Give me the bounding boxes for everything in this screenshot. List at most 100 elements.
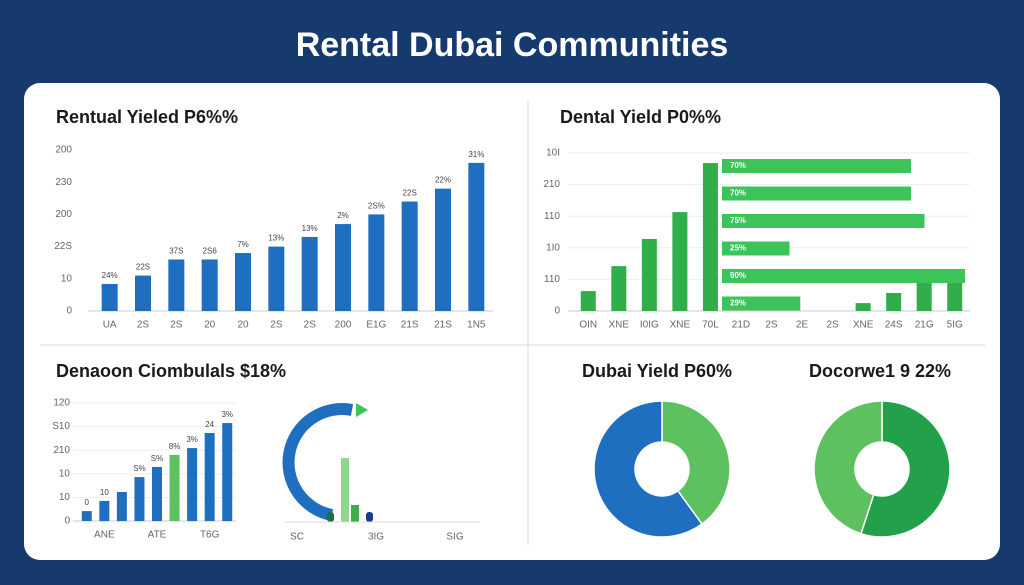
- bar: [168, 259, 185, 311]
- donut-slice: [860, 400, 951, 538]
- y-tick-label: 230: [55, 177, 72, 188]
- donut-slice: [813, 400, 883, 535]
- bar-annotation: 31%: [468, 150, 484, 159]
- donut-slice: [593, 400, 704, 538]
- gauge-arc: [282, 403, 354, 521]
- bar: [855, 303, 871, 311]
- bar: [301, 236, 318, 311]
- bar-annotation: 2S6: [203, 247, 218, 256]
- bar: [672, 212, 688, 311]
- x-tick-label: 21D: [732, 320, 750, 331]
- chart-title: Denaoon Ciombulals $18%: [56, 361, 286, 381]
- x-tick-label: E1G: [366, 320, 386, 331]
- bar: [116, 491, 127, 521]
- bar-annotation: 2S%: [368, 202, 385, 211]
- x-tick-label: 200: [335, 320, 352, 331]
- y-tick-label: 10: [61, 273, 73, 284]
- bar-annotation: 22%: [435, 176, 451, 185]
- x-tick-label: XNE: [609, 320, 630, 331]
- y-tick-label: 0: [66, 306, 72, 317]
- chart-title: Dental Yield P0%%: [560, 107, 721, 127]
- x-tick-label: UA: [103, 320, 117, 331]
- x-tick-label: XNE: [670, 320, 691, 331]
- bar: [702, 163, 718, 311]
- gauge-label: SC: [290, 532, 304, 543]
- hbar-label: 75%: [730, 216, 746, 225]
- bar-annotation: 24: [205, 420, 214, 429]
- hbar: [722, 214, 925, 228]
- bar: [169, 454, 180, 521]
- bar-annotation: 13%: [268, 234, 284, 243]
- bar-annotation: 22S: [136, 263, 150, 272]
- bar-annotation: 7%: [237, 240, 249, 249]
- bar: [101, 283, 118, 311]
- gauge-marker: [327, 512, 334, 522]
- bar: [235, 253, 251, 311]
- gauge-needle: [341, 458, 349, 522]
- bar-annotation: 3%: [186, 435, 198, 444]
- x-tick-label: 2S: [137, 320, 150, 331]
- x-tick-label: 2S: [270, 320, 283, 331]
- bar-annotation: 22S: [403, 189, 417, 198]
- y-tick-label: 210: [53, 445, 70, 456]
- bar: [580, 291, 596, 311]
- y-tick-label: 0: [554, 306, 560, 317]
- bar: [222, 423, 233, 521]
- hbar: [722, 296, 801, 311]
- bar-annotation: 3%: [221, 410, 233, 419]
- y-tick-label: 110: [544, 211, 560, 222]
- hbar: [722, 186, 911, 201]
- bar-annotation: S%: [133, 464, 145, 473]
- x-tick-label: 5IG: [947, 320, 963, 331]
- chart-title: Rentual Yieled P6%%: [56, 107, 238, 127]
- bar: [134, 477, 145, 521]
- bar-annotation: S%: [151, 454, 163, 463]
- bar: [641, 238, 657, 311]
- y-tick-label: 200: [55, 145, 72, 156]
- x-tick-label: 21G: [915, 320, 934, 331]
- bar: [947, 276, 963, 311]
- panel: [24, 83, 1000, 560]
- x-tick-label: 24S: [885, 320, 903, 331]
- bar: [368, 214, 385, 311]
- bar-annotation: 0: [85, 498, 90, 507]
- y-tick-label: 10: [59, 492, 71, 503]
- gauge-marker: [366, 512, 373, 522]
- chart-title: Docorwe1 9 22%: [809, 361, 951, 381]
- bar: [187, 448, 198, 521]
- bar: [135, 275, 151, 311]
- bar: [335, 224, 351, 311]
- bar-annotation: 37S: [169, 247, 183, 256]
- bar: [401, 201, 418, 311]
- hbar: [722, 241, 790, 256]
- x-tick-label: 21S: [401, 320, 419, 331]
- bar: [81, 511, 92, 521]
- y-tick-label: 110: [544, 274, 560, 285]
- y-tick-label: 1I0: [546, 242, 560, 253]
- hbar-label: 70%: [730, 189, 746, 198]
- bar-annotation: 24%: [102, 271, 118, 280]
- page-title: Rental Dubai Communities: [296, 26, 729, 64]
- hbar-label: 29%: [730, 299, 746, 308]
- x-tick-label: 2S: [170, 320, 183, 331]
- gauge-arrow: [356, 403, 368, 417]
- bar: [435, 188, 451, 311]
- x-tick-label: XNE: [853, 320, 874, 331]
- hbar: [722, 269, 965, 283]
- x-tick-label: 2E: [796, 320, 809, 331]
- x-tick-label: 1N5: [467, 320, 486, 331]
- bar-annotation: 10: [100, 488, 109, 497]
- hbar: [722, 159, 911, 173]
- gauge-label: 3IG: [368, 532, 384, 543]
- bar-annotation: 2%: [337, 211, 349, 220]
- gauge-marker: [351, 505, 359, 522]
- x-tick-label: 20: [237, 320, 249, 331]
- x-tick-label: T6G: [200, 530, 220, 541]
- bar-annotation: 8%: [169, 442, 181, 451]
- bar: [201, 259, 218, 311]
- bar: [916, 280, 932, 311]
- bar: [886, 292, 902, 311]
- hbar-label: 90%: [730, 271, 746, 280]
- y-tick-label: 22S: [54, 241, 72, 252]
